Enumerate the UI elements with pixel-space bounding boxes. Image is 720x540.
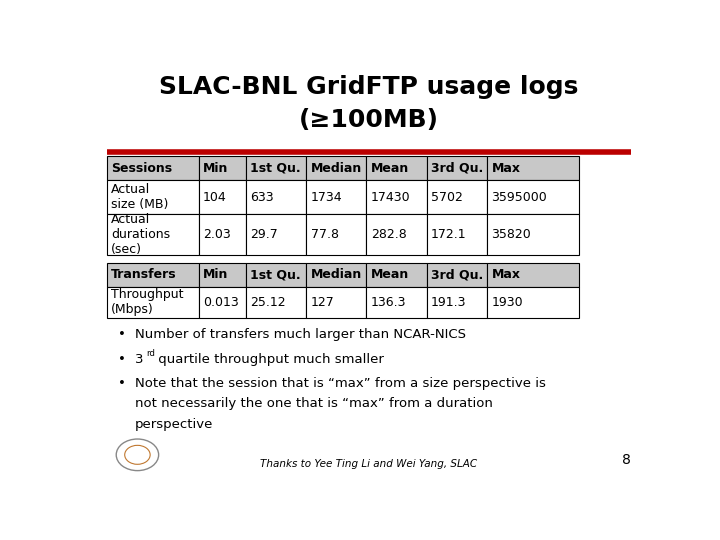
Bar bbox=[306, 263, 366, 287]
Bar bbox=[107, 263, 199, 287]
Bar bbox=[246, 156, 306, 180]
Text: 1st Qu.: 1st Qu. bbox=[251, 162, 301, 175]
Bar bbox=[487, 287, 579, 318]
Bar bbox=[199, 263, 246, 287]
Text: not necessarily the one that is “max” from a duration: not necessarily the one that is “max” fr… bbox=[135, 397, 492, 410]
Text: 633: 633 bbox=[251, 191, 274, 204]
Text: 136.3: 136.3 bbox=[371, 296, 406, 309]
Text: Throughput
(Mbps): Throughput (Mbps) bbox=[111, 288, 184, 316]
Text: Max: Max bbox=[492, 268, 521, 281]
Text: 1st Qu.: 1st Qu. bbox=[251, 268, 301, 281]
Text: 2.03: 2.03 bbox=[203, 228, 230, 241]
Text: Median: Median bbox=[310, 268, 361, 281]
Bar bbox=[366, 263, 427, 287]
Text: 172.1: 172.1 bbox=[431, 228, 467, 241]
Text: Number of transfers much larger than NCAR-NICS: Number of transfers much larger than NCA… bbox=[135, 328, 466, 341]
Text: SLAC-BNL GridFTP usage logs: SLAC-BNL GridFTP usage logs bbox=[159, 75, 579, 99]
Bar bbox=[366, 156, 427, 180]
Text: Max: Max bbox=[492, 162, 521, 175]
Text: 191.3: 191.3 bbox=[431, 296, 467, 309]
Text: Transfers: Transfers bbox=[111, 268, 177, 281]
Bar bbox=[427, 214, 487, 255]
Bar bbox=[427, 180, 487, 214]
Text: Sessions: Sessions bbox=[111, 162, 172, 175]
Bar bbox=[107, 180, 199, 214]
Bar bbox=[487, 214, 579, 255]
Text: Thanks to Yee Ting Li and Wei Yang, SLAC: Thanks to Yee Ting Li and Wei Yang, SLAC bbox=[261, 459, 477, 469]
Bar bbox=[427, 263, 487, 287]
Text: 1930: 1930 bbox=[492, 296, 523, 309]
Text: 1734: 1734 bbox=[310, 191, 342, 204]
Text: Actual
durations
(sec): Actual durations (sec) bbox=[111, 213, 171, 256]
Bar bbox=[107, 287, 199, 318]
Bar bbox=[487, 180, 579, 214]
Text: rd: rd bbox=[146, 349, 156, 358]
Text: 3: 3 bbox=[135, 353, 143, 366]
Text: •: • bbox=[118, 328, 126, 341]
Text: Min: Min bbox=[203, 162, 228, 175]
Text: Note that the session that is “max” from a size perspective is: Note that the session that is “max” from… bbox=[135, 377, 546, 390]
Bar bbox=[306, 287, 366, 318]
Bar bbox=[366, 180, 427, 214]
Text: 29.7: 29.7 bbox=[251, 228, 278, 241]
Text: perspective: perspective bbox=[135, 417, 213, 430]
Text: 8: 8 bbox=[622, 453, 631, 467]
Text: 5702: 5702 bbox=[431, 191, 463, 204]
Text: 104: 104 bbox=[203, 191, 227, 204]
Text: •: • bbox=[118, 353, 126, 366]
Text: 3rd Qu.: 3rd Qu. bbox=[431, 268, 483, 281]
Text: 77.8: 77.8 bbox=[310, 228, 338, 241]
Text: quartile throughput much smaller: quartile throughput much smaller bbox=[154, 353, 384, 366]
Bar bbox=[366, 287, 427, 318]
Text: 17430: 17430 bbox=[371, 191, 410, 204]
Bar bbox=[199, 214, 246, 255]
Text: Min: Min bbox=[203, 268, 228, 281]
Bar bbox=[487, 263, 579, 287]
Text: Mean: Mean bbox=[371, 162, 409, 175]
Text: (≥100MB): (≥100MB) bbox=[299, 109, 439, 132]
Text: 35820: 35820 bbox=[492, 228, 531, 241]
Text: 3rd Qu.: 3rd Qu. bbox=[431, 162, 483, 175]
Bar bbox=[366, 214, 427, 255]
Bar bbox=[427, 156, 487, 180]
Bar bbox=[246, 180, 306, 214]
Bar bbox=[487, 156, 579, 180]
Bar bbox=[306, 214, 366, 255]
Bar bbox=[246, 214, 306, 255]
Text: Median: Median bbox=[310, 162, 361, 175]
Bar bbox=[199, 287, 246, 318]
Text: 3595000: 3595000 bbox=[492, 191, 547, 204]
Text: 127: 127 bbox=[310, 296, 334, 309]
Text: 25.12: 25.12 bbox=[251, 296, 286, 309]
Text: Actual
size (MB): Actual size (MB) bbox=[111, 183, 168, 211]
Text: •: • bbox=[118, 377, 126, 390]
Bar bbox=[306, 180, 366, 214]
Text: 282.8: 282.8 bbox=[371, 228, 407, 241]
Bar bbox=[107, 214, 199, 255]
Bar bbox=[306, 156, 366, 180]
Bar bbox=[199, 180, 246, 214]
Text: 0.013: 0.013 bbox=[203, 296, 239, 309]
Bar bbox=[427, 287, 487, 318]
Bar bbox=[107, 156, 199, 180]
Bar bbox=[199, 156, 246, 180]
Bar bbox=[246, 287, 306, 318]
Bar bbox=[246, 263, 306, 287]
Text: Mean: Mean bbox=[371, 268, 409, 281]
